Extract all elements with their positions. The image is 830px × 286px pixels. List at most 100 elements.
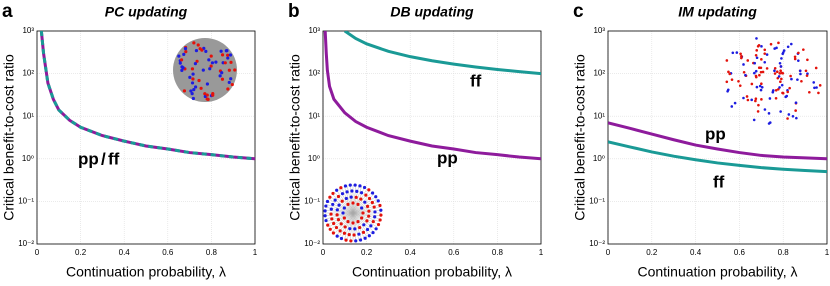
node [361, 211, 365, 215]
line-series [608, 121, 827, 161]
line-series [39, 31, 255, 161]
node [207, 58, 211, 62]
edge [327, 212, 354, 225]
node [774, 96, 778, 100]
node [177, 54, 181, 58]
node [754, 69, 758, 73]
node [347, 233, 351, 237]
node [364, 193, 368, 197]
node [220, 53, 225, 57]
line-series [323, 31, 541, 161]
node [742, 96, 745, 100]
node [356, 220, 360, 224]
node [759, 70, 763, 74]
annotation: ff [470, 71, 482, 90]
node [733, 101, 737, 105]
y-tick-label: 10⁻² [18, 239, 34, 248]
node [777, 41, 780, 45]
node [365, 204, 370, 208]
edge [352, 212, 370, 236]
node [331, 191, 335, 196]
y-tick-label: 10² [593, 69, 605, 78]
node [771, 90, 775, 94]
node [768, 97, 772, 100]
node [376, 222, 381, 227]
node [323, 214, 327, 218]
axes-frame [607, 30, 828, 245]
node [190, 81, 195, 85]
node [808, 90, 811, 94]
node [780, 83, 784, 87]
x-tick-label: 1 [253, 248, 258, 257]
node [226, 56, 230, 60]
node [365, 227, 370, 232]
node [773, 69, 776, 73]
node [378, 218, 382, 222]
node [776, 76, 780, 80]
node [369, 224, 373, 228]
node [737, 79, 740, 83]
node [367, 234, 371, 238]
edge [328, 198, 354, 214]
panel-label: c [573, 1, 584, 22]
y-tick-label: 10¹ [593, 111, 605, 120]
x-axis-label: Continuation probability, λ [637, 264, 797, 280]
y-axis-label: Critical benefit-to-cost ratio [287, 54, 303, 221]
node [763, 108, 767, 111]
node [779, 69, 782, 73]
node [752, 118, 756, 122]
node [323, 209, 327, 213]
node [379, 213, 383, 217]
node [190, 92, 194, 96]
edge [332, 194, 354, 214]
y-tick-label: 10³ [308, 26, 320, 35]
node [799, 72, 802, 76]
node [765, 67, 769, 70]
node [750, 98, 753, 102]
node [378, 203, 382, 208]
node [769, 42, 773, 46]
node [193, 62, 197, 66]
node [178, 61, 182, 65]
node [335, 213, 339, 217]
node [343, 184, 348, 188]
y-tick-label: 10⁻¹ [304, 197, 320, 206]
node [227, 80, 231, 85]
node [197, 78, 201, 83]
node [196, 43, 200, 47]
node [779, 65, 783, 68]
node [763, 60, 767, 64]
chart-title: IM updating [678, 4, 757, 20]
node [785, 94, 789, 98]
node [226, 87, 230, 91]
node [725, 59, 729, 62]
edge [330, 212, 354, 230]
node [328, 195, 332, 199]
node [363, 200, 367, 204]
node [370, 200, 374, 205]
node [773, 72, 777, 75]
node [352, 233, 356, 237]
node [349, 195, 353, 199]
node [339, 186, 343, 190]
node [735, 51, 739, 54]
node [815, 86, 818, 89]
node [726, 89, 729, 93]
node [350, 189, 354, 193]
node [353, 183, 357, 187]
node [365, 219, 369, 223]
node [754, 74, 758, 78]
node [200, 48, 204, 52]
node [342, 231, 347, 235]
node [742, 70, 746, 74]
y-tick-label: 10³ [22, 26, 34, 35]
x-tick-label: 0 [321, 248, 326, 257]
node [786, 90, 790, 94]
y-tick-label: 10⁻² [304, 239, 320, 248]
node [220, 71, 224, 75]
node [763, 48, 767, 52]
x-tick-label: 0.6 [734, 248, 746, 257]
node [786, 45, 790, 49]
node [191, 72, 195, 76]
